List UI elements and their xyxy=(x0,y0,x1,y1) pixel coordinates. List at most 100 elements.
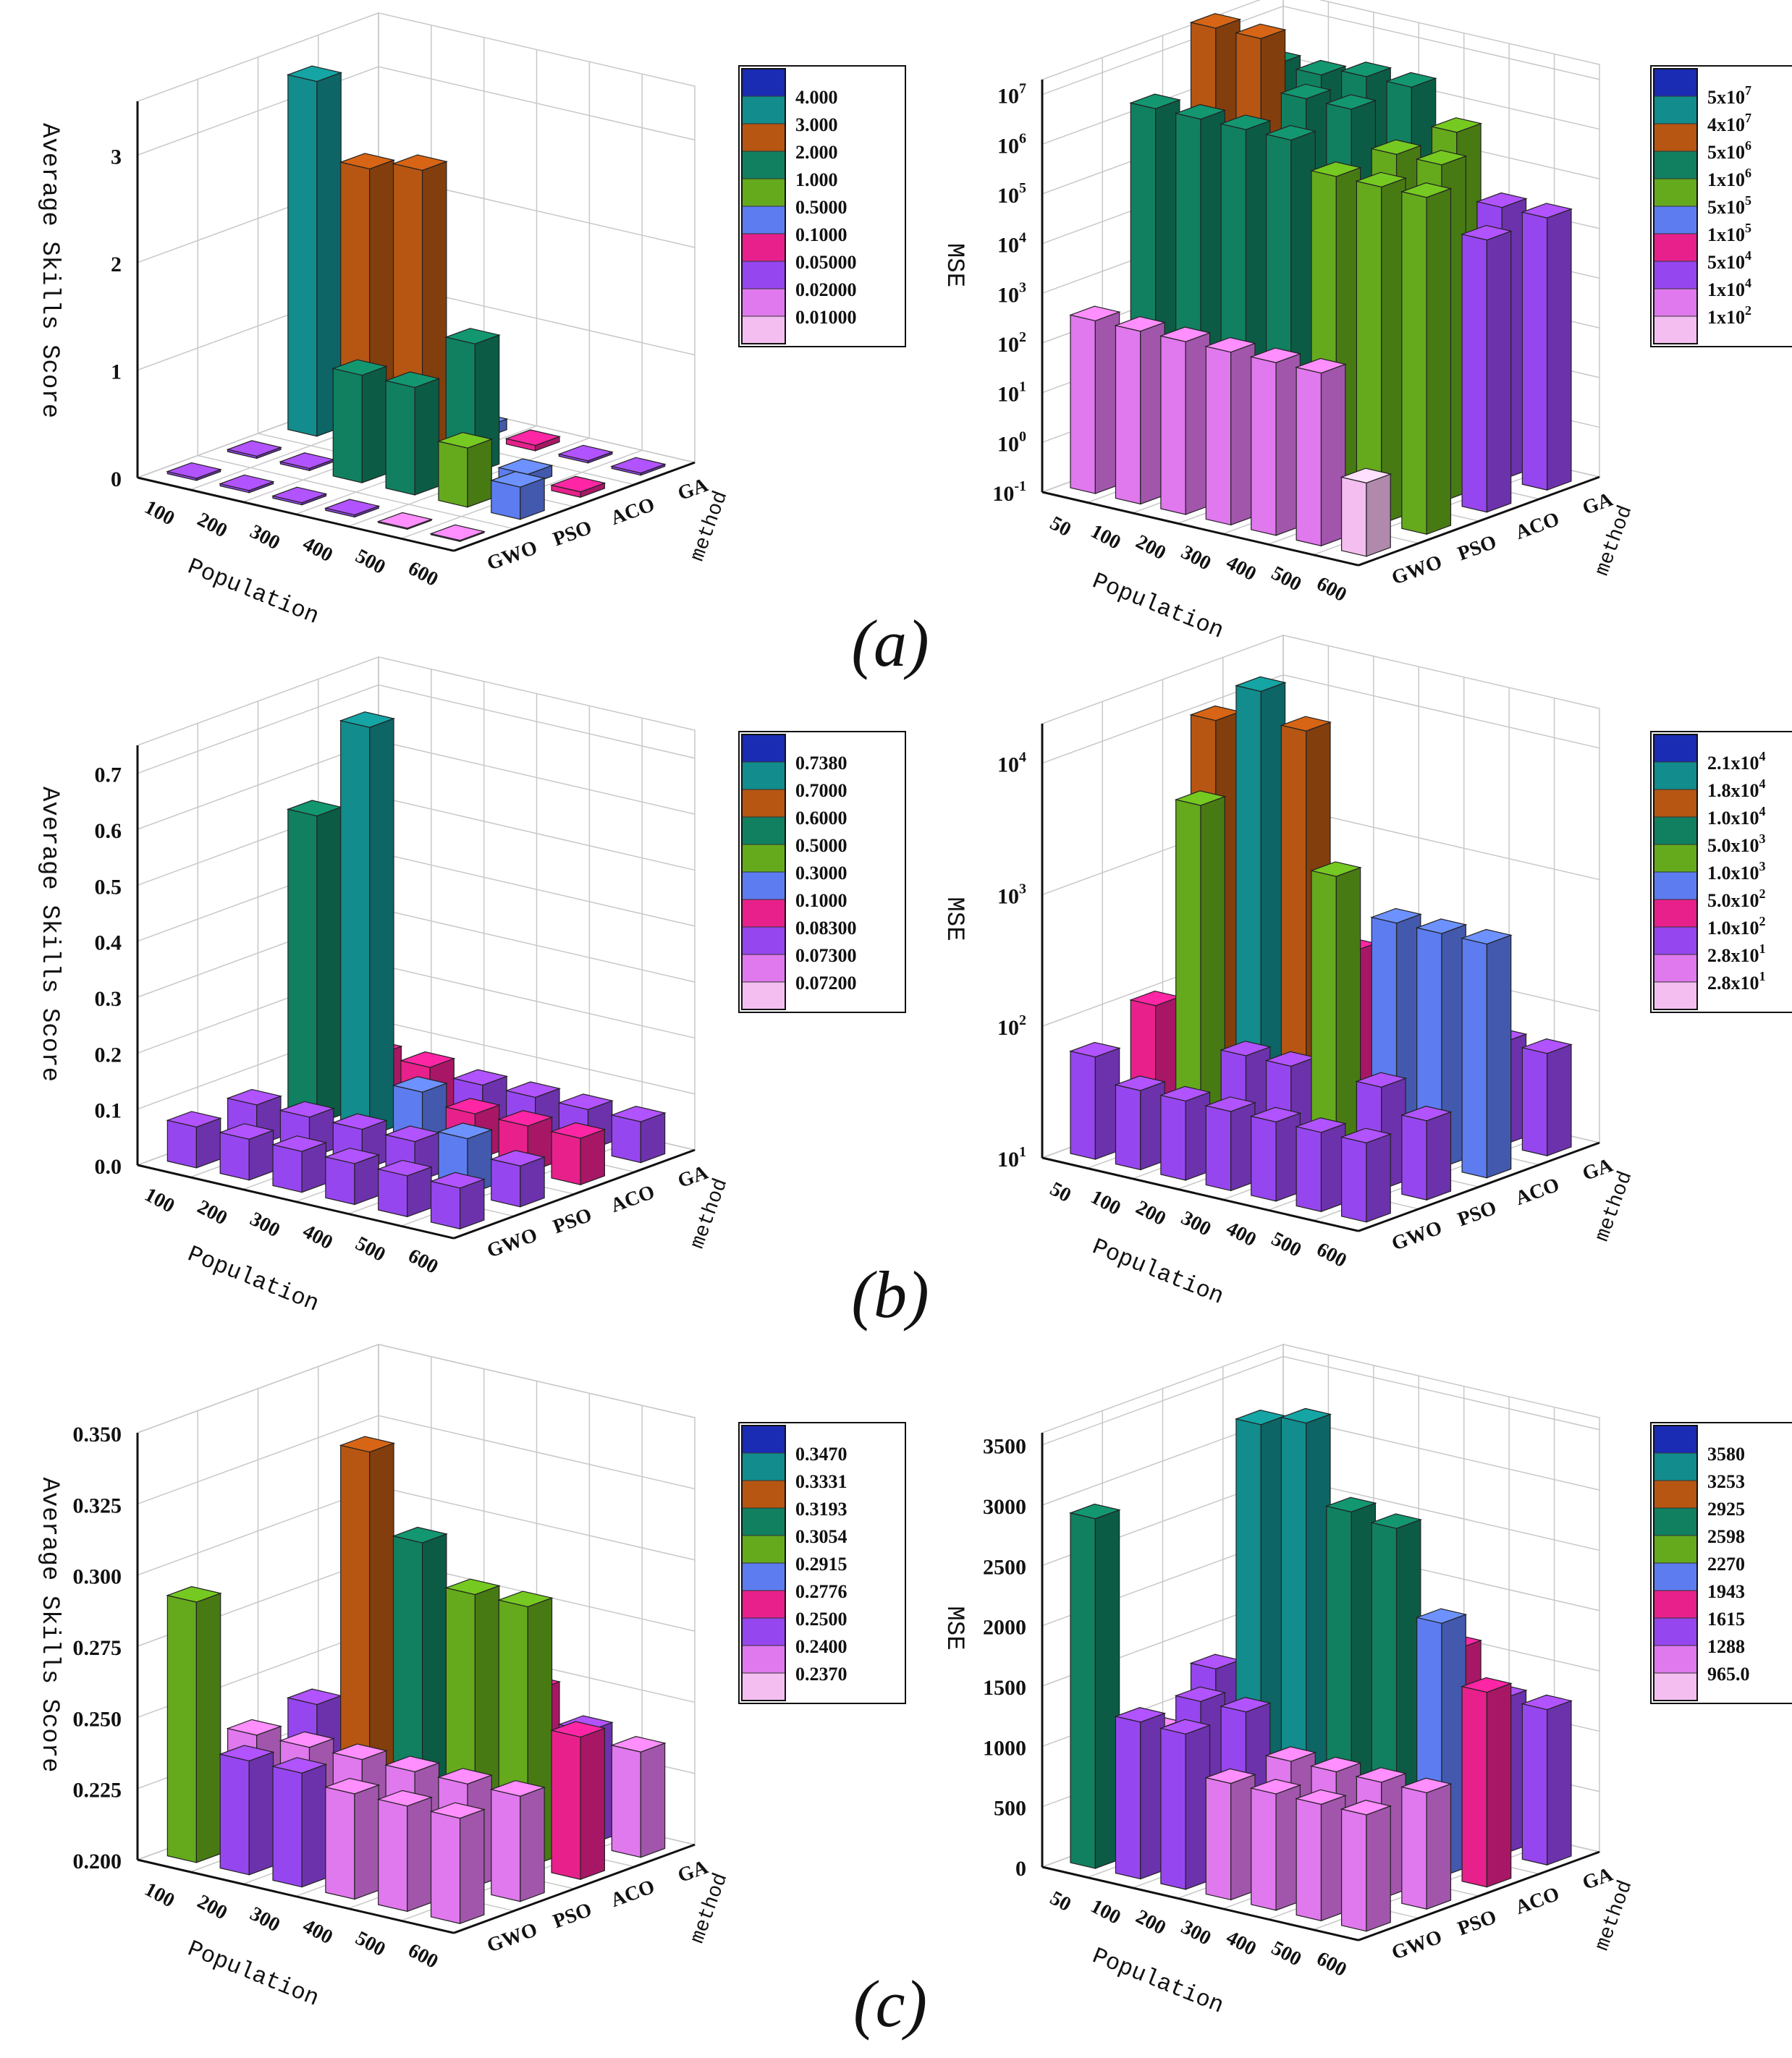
bar-top-face xyxy=(1521,203,1573,219)
legend-label: 2925 xyxy=(1707,1499,1745,1520)
bar-front-face xyxy=(287,74,318,437)
y-tick-label: 2000 xyxy=(983,1616,1026,1640)
bar-PSO-500 xyxy=(1355,172,1408,525)
legend-swatch xyxy=(741,96,786,124)
bar-top-face xyxy=(219,1745,275,1762)
bar-top-face xyxy=(226,1088,283,1106)
bar-top-face xyxy=(1385,72,1437,88)
legend-swatch xyxy=(741,734,786,763)
x-tick-label: 200 xyxy=(193,1890,231,1924)
bar-front-face xyxy=(332,368,363,483)
bar-top-face xyxy=(399,1051,456,1068)
bar-PSO-400 xyxy=(384,371,441,496)
legend-exponent: 7 xyxy=(1745,83,1751,98)
legend-label: 0.2400 xyxy=(795,1636,848,1657)
y-tick-exponent: 4 xyxy=(1019,230,1026,246)
bar-front-face xyxy=(611,1114,641,1164)
legend-swatch xyxy=(741,1452,786,1481)
legend-swatch xyxy=(1653,734,1698,763)
x-tick-label: 500 xyxy=(352,1232,389,1266)
legend-swatch xyxy=(741,123,786,152)
bar-front-face xyxy=(385,380,415,496)
bar-top-face xyxy=(1204,336,1257,353)
bar-GWO-200 xyxy=(1159,1085,1212,1181)
bar-front-face xyxy=(1340,1136,1367,1223)
x-tick-label: 400 xyxy=(299,1220,337,1254)
y-tick-exponent: 2 xyxy=(1019,329,1026,345)
bar-GA-600 xyxy=(1521,1694,1573,1866)
legend-label: 1943 xyxy=(1707,1581,1745,1602)
bar-front-face xyxy=(1251,356,1277,536)
bar-top-face xyxy=(1295,59,1347,76)
bar-side-face xyxy=(195,1592,221,1863)
bar-front-face xyxy=(1401,1114,1427,1201)
y-grid-line xyxy=(137,66,696,156)
y-tick-exponent: 3 xyxy=(1019,881,1026,897)
legend-label: 0.1000 xyxy=(795,890,848,911)
bar-GWO-300 xyxy=(1204,1096,1257,1192)
x-tick-label: 600 xyxy=(1313,1238,1351,1272)
legend-swatch xyxy=(741,761,786,790)
legend-box xyxy=(738,1422,906,1704)
legend-label: 0.6000 xyxy=(795,808,848,829)
bar-GWO-200 xyxy=(219,474,275,494)
y-tick-exponent: 2 xyxy=(1019,1012,1026,1028)
bar-side-face xyxy=(316,806,342,1125)
bar-top-face xyxy=(1249,1779,1302,1795)
bar-top-face xyxy=(271,486,328,504)
bar-GWO-200 xyxy=(1159,1719,1212,1890)
bar-GWO-600 xyxy=(1340,1800,1392,1932)
legend-label: 1288 xyxy=(1707,1636,1745,1657)
y-tick-exponent: 6 xyxy=(1019,130,1026,146)
bar-side-face xyxy=(520,1787,545,1902)
bar-GA-600 xyxy=(610,1106,667,1164)
legend-swatch xyxy=(1653,123,1698,152)
bar-front-face xyxy=(1521,1047,1548,1156)
legend-box xyxy=(1650,731,1792,1013)
bar-side-face xyxy=(248,1751,274,1876)
bar-top-face xyxy=(384,371,441,389)
bar-top-face xyxy=(331,1113,388,1130)
z-axis-line xyxy=(453,1148,696,1240)
bar-GWO-600 xyxy=(429,1172,486,1230)
z-tick-label: PSO xyxy=(1455,1197,1500,1232)
bar-side-face xyxy=(1366,1805,1391,1932)
z-tick-label: GWO xyxy=(484,536,541,575)
y-axis-title: Average Skills Score xyxy=(35,1477,63,1772)
x-tick-label: 500 xyxy=(352,1927,389,1961)
bar-top-face xyxy=(1355,172,1408,188)
legend-label: 2270 xyxy=(1707,1554,1745,1575)
bar-front-face xyxy=(1070,1512,1096,1869)
bar-top-face xyxy=(1159,1719,1212,1735)
bar-ACO-100 xyxy=(286,800,343,1125)
bar-top-face xyxy=(489,1780,546,1797)
legend-exponent: 5 xyxy=(1745,221,1751,235)
z-tick-label: PSO xyxy=(1455,531,1500,566)
z-axis-line xyxy=(453,1843,696,1934)
bar-side-face xyxy=(640,1742,666,1858)
legend-swatch xyxy=(1653,899,1698,928)
chart-b-right: 101 102 103 104 50 100 200 300 400 500 600 GWO PSO AC… xyxy=(940,634,1792,1310)
y-tick-label: 0.3 xyxy=(95,987,122,1011)
legend-label: 1.0x104 xyxy=(1707,804,1766,829)
bar-GWO-600 xyxy=(429,524,486,543)
legend-swatch xyxy=(1653,68,1698,97)
legend: 0.7380 0.7000 0.6000 0.5000 0.3000 0.1000 0.08… xyxy=(738,731,906,1013)
z-tick-label: ACO xyxy=(1513,1883,1563,1919)
y-tick-label: 0 xyxy=(1015,1857,1026,1881)
legend-label: 0.01000 xyxy=(795,307,857,328)
legend-exponent: 4 xyxy=(1759,749,1766,763)
y-tick-exponent: 1 xyxy=(1019,379,1026,395)
bar-GWO-200 xyxy=(1159,326,1212,515)
z-tick-label: GA xyxy=(1579,1153,1616,1185)
bar-side-face xyxy=(1426,187,1452,535)
legend-swatch xyxy=(1653,1672,1698,1701)
legend-label: 4x107 xyxy=(1707,111,1751,135)
x-axis-line xyxy=(1041,1866,1359,1941)
legend-exponent: 4 xyxy=(1745,248,1751,263)
bar-GWO-100 xyxy=(1114,316,1167,505)
bar-front-face xyxy=(1115,1084,1141,1171)
bar-top-face xyxy=(1220,114,1272,130)
legend-swatch xyxy=(1653,288,1698,317)
